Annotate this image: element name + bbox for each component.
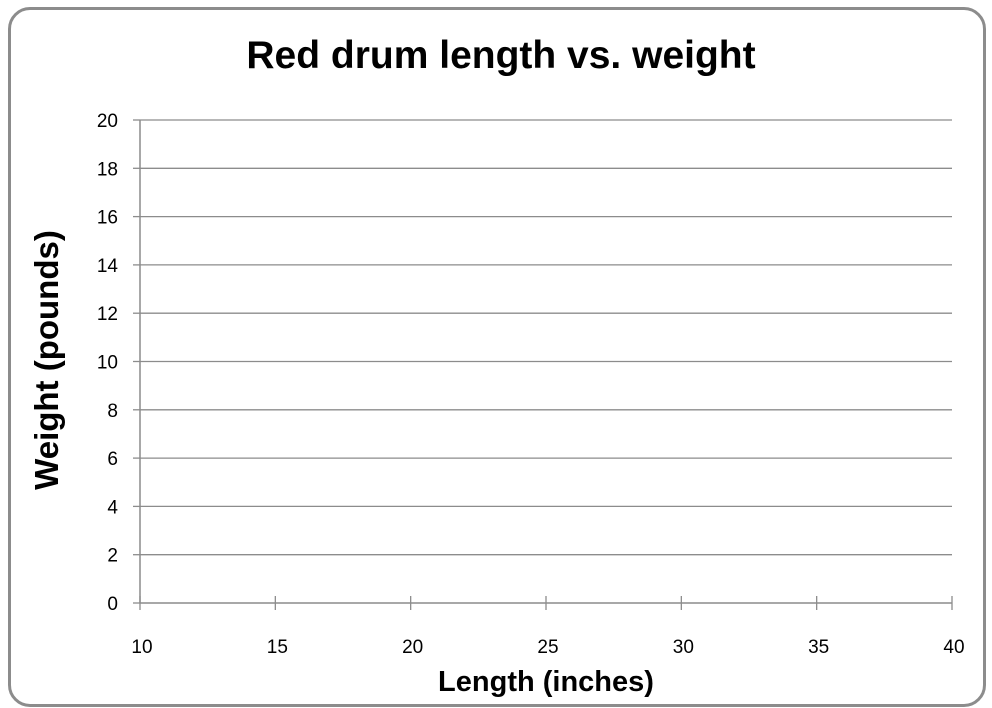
x-tick-label: 10 bbox=[131, 637, 152, 658]
y-tick-label: 0 bbox=[107, 594, 118, 615]
x-tick-label: 25 bbox=[537, 637, 558, 658]
y-tick-labels: 0 2 4 6 8 10 12 14 16 18 20 bbox=[97, 111, 119, 615]
y-tick-label: 14 bbox=[97, 256, 119, 277]
y-tick-label: 16 bbox=[97, 208, 118, 229]
y-tick-label: 8 bbox=[107, 401, 118, 422]
y-tick-label: 2 bbox=[107, 546, 118, 567]
y-tick-label: 18 bbox=[97, 159, 118, 180]
y-tick-label: 10 bbox=[97, 353, 118, 374]
y-tick-label: 20 bbox=[97, 111, 118, 132]
x-tick-label: 30 bbox=[673, 637, 694, 658]
x-tick-label: 40 bbox=[943, 637, 964, 658]
x-tick-label: 20 bbox=[402, 637, 423, 658]
x-tick-labels: 10 15 20 25 30 35 40 bbox=[131, 637, 964, 658]
y-tick-label: 6 bbox=[107, 449, 118, 470]
y-tick-label: 12 bbox=[97, 304, 118, 325]
gridlines bbox=[140, 119, 952, 556]
x-axis-label: Length (inches) bbox=[438, 666, 654, 698]
x-tick-label: 15 bbox=[267, 637, 288, 658]
y-tick-label: 4 bbox=[107, 497, 118, 518]
x-tick-label: 35 bbox=[808, 637, 829, 658]
chart-frame bbox=[8, 7, 986, 707]
axes bbox=[133, 119, 953, 610]
chart-title: Red drum length vs. weight bbox=[246, 34, 756, 77]
